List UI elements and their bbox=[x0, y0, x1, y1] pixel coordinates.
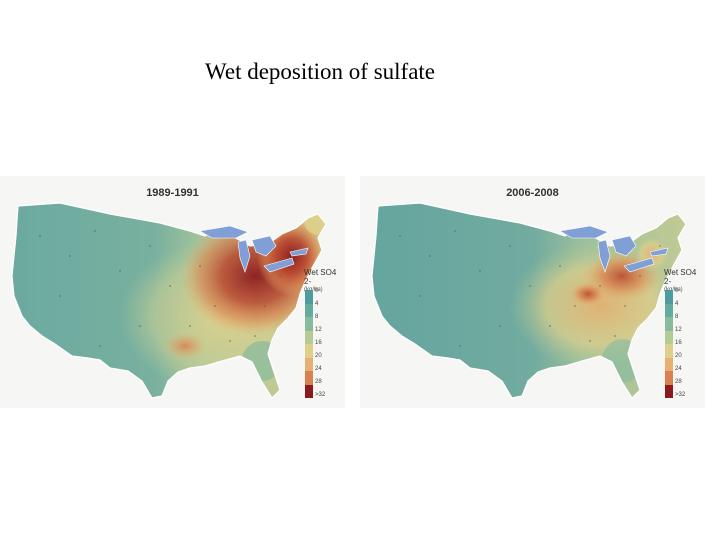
legend-tick: 24 bbox=[675, 366, 682, 372]
legend-tick: 24 bbox=[315, 366, 322, 372]
legend-tick: >32 bbox=[675, 392, 686, 398]
legend-tick: >32 bbox=[315, 392, 326, 398]
legend-tick-labels: 0 4 8 12 16 20 24 28 >32 bbox=[315, 288, 343, 400]
legend-title: Wet SO4 2- (kg/ha) bbox=[664, 268, 697, 293]
legend-tick-labels: 0 4 8 12 16 20 24 28 >32 bbox=[675, 288, 703, 400]
legend-tick: 16 bbox=[315, 340, 322, 346]
legend-tick: 8 bbox=[675, 314, 679, 320]
color-scale-bar bbox=[665, 290, 673, 398]
legend-tick: 20 bbox=[675, 353, 682, 359]
legend-tick: 16 bbox=[675, 340, 682, 346]
color-scale-bar bbox=[305, 290, 313, 398]
legend-tick: 28 bbox=[675, 379, 682, 385]
great-lakes bbox=[559, 225, 669, 273]
legend-tick: 8 bbox=[315, 314, 319, 320]
legend-tick: 0 bbox=[315, 288, 319, 294]
great-lakes bbox=[199, 225, 309, 273]
legend-tick: 28 bbox=[315, 379, 322, 385]
us-sulfate-map bbox=[11, 202, 327, 399]
legend-title: Wet SO4 2- (kg/ha) bbox=[304, 268, 337, 293]
map-period-title: 2006-2008 bbox=[506, 187, 559, 199]
us-sulfate-map bbox=[371, 202, 687, 399]
legend-tick: 4 bbox=[315, 301, 319, 307]
slide-title: Wet deposition of sulfate bbox=[205, 59, 436, 84]
legend-tick: 4 bbox=[675, 301, 679, 307]
map-panel-1989-1991: 1989-1991 bbox=[0, 176, 345, 408]
map-period-title: 1989-1991 bbox=[146, 187, 199, 199]
map-panel-2006-2008: 2006-2008 bbox=[360, 176, 705, 408]
monitoring-sites bbox=[39, 230, 301, 347]
legend-tick: 0 bbox=[675, 288, 679, 294]
legend-tick: 12 bbox=[315, 327, 322, 333]
monitoring-sites bbox=[399, 230, 661, 347]
legend-tick: 20 bbox=[315, 353, 322, 359]
legend-tick: 12 bbox=[675, 327, 682, 333]
